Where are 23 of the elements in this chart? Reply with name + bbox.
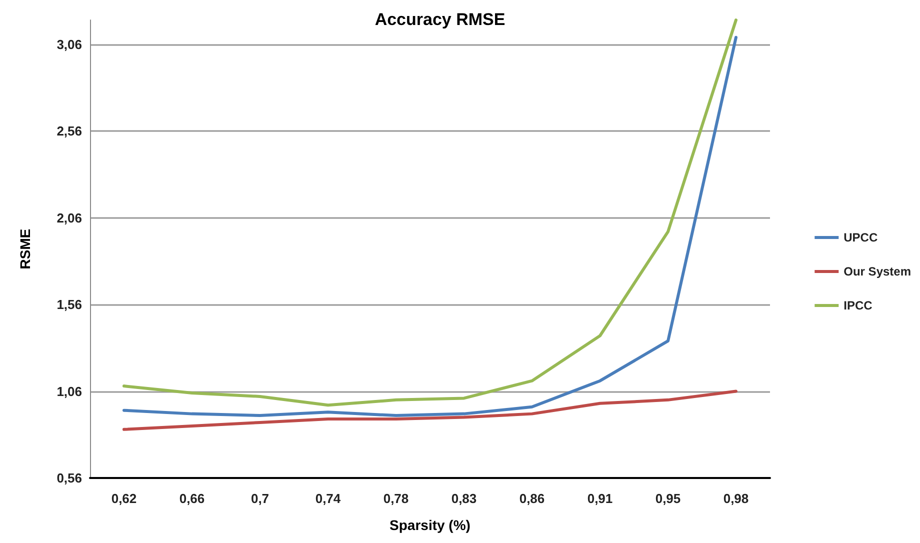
x-tick-label: 0,62	[111, 491, 137, 506]
y-tick-label: 3,06	[56, 36, 82, 52]
y-tick-label: 1,06	[56, 384, 82, 399]
legend-label: IPCC	[844, 298, 873, 312]
chart-title: Accuracy RMSE	[374, 10, 506, 29]
x-tick-label: 0,95	[655, 491, 681, 506]
line-series	[122, 390, 738, 431]
x-tick-label: 0,98	[723, 491, 749, 506]
y-tick-label: 0,56	[56, 470, 82, 486]
y-tick-label: 1,56	[56, 297, 82, 312]
x-tick-label: 0,78	[383, 491, 409, 506]
x-tick-label: 0,7	[250, 491, 270, 506]
x-tick-label: 0,83	[451, 491, 477, 506]
x-tick-label: 0,74	[315, 491, 342, 506]
x-tick-label: 0,86	[519, 491, 545, 506]
y-tick-label: 2,56	[56, 124, 82, 139]
x-tick-label: 0,66	[179, 491, 205, 506]
x-axis-title: Sparsity (%)	[390, 517, 470, 533]
x-tick-label: 0,91	[587, 491, 613, 506]
y-axis-title: RSME	[17, 228, 33, 270]
y-tick-label: 2,06	[56, 210, 82, 226]
legend-label: Our System	[844, 264, 911, 278]
legend-label: UPCC	[844, 230, 878, 244]
